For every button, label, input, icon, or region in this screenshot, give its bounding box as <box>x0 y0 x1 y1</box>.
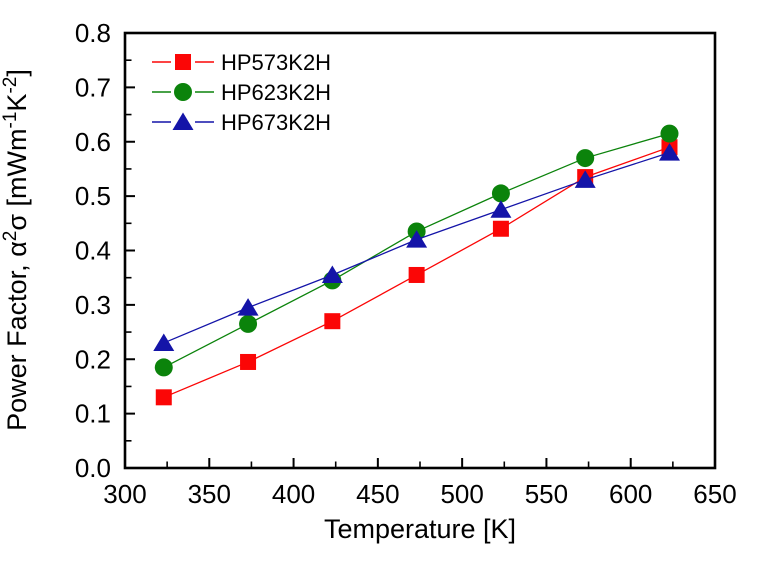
data-series-layer <box>153 124 680 406</box>
legend-circle-marker <box>174 83 192 101</box>
data-point-HP673K2H-triangle-marker <box>321 265 343 283</box>
data-point-HP573K2H-square-marker <box>324 313 341 330</box>
legend: HP573K2H HP623K2H HP673K2H <box>152 50 331 135</box>
x-tick-label: 300 <box>103 479 146 509</box>
data-point-HP673K2H-triangle-marker <box>153 333 175 351</box>
y-tick-label: 0.8 <box>75 18 111 48</box>
legend-label: HP623K2H <box>221 80 331 105</box>
data-point-HP623K2H-circle-marker <box>576 149 595 168</box>
x-tick-label: 600 <box>609 479 652 509</box>
data-point-HP673K2H-triangle-marker <box>406 230 428 248</box>
data-point-HP673K2H-triangle-marker <box>574 170 596 188</box>
legend-item: HP623K2H <box>152 80 331 105</box>
y-tick-label: 0.6 <box>75 127 111 157</box>
data-point-HP623K2H-circle-marker <box>660 124 679 143</box>
data-point-HP573K2H-square-marker <box>240 353 257 370</box>
y-tick-label: 0.3 <box>75 290 111 320</box>
series-line-HP623K2H <box>163 132 670 368</box>
axis-ticks-layer: 300 350 400 450 500 550 600 650 0.0 0.1 0.2 0.3 0.4 0… <box>75 18 737 509</box>
legend-item: HP573K2H <box>152 50 331 75</box>
legend-item: HP673K2H <box>152 110 331 135</box>
x-tick-label: 400 <box>272 479 315 509</box>
data-point-HP573K2H-square-marker <box>408 266 425 283</box>
y-tick-label: 0.5 <box>75 181 111 211</box>
legend-square-marker <box>175 54 191 70</box>
plot-frame-layer <box>123 31 717 470</box>
y-axis-title: Power Factor, α2σ [mWm-1K-2] <box>0 69 32 431</box>
x-tick-label: 450 <box>356 479 399 509</box>
x-tick-label: 550 <box>525 479 568 509</box>
y-tick-label: 0.7 <box>75 72 111 102</box>
legend-label: HP573K2H <box>221 50 331 75</box>
y-tick-label: 0.1 <box>75 399 111 429</box>
data-point-HP673K2H-triangle-marker <box>237 298 259 316</box>
x-tick-label: 350 <box>188 479 231 509</box>
data-point-HP673K2H-triangle-marker <box>658 143 680 161</box>
legend-label: HP673K2H <box>221 110 331 135</box>
plot-frame <box>123 31 717 470</box>
y-tick-label: 0.4 <box>75 236 111 266</box>
legend-triangle-marker <box>172 112 194 130</box>
x-axis-title: Temperature [K] <box>324 514 516 544</box>
data-point-HP673K2H-triangle-marker <box>490 200 512 218</box>
data-point-HP623K2H-circle-marker <box>239 314 258 333</box>
data-point-HP573K2H-square-marker <box>492 220 509 237</box>
data-point-HP623K2H-circle-marker <box>491 184 510 203</box>
y-tick-label: 0.0 <box>75 453 111 483</box>
data-point-HP573K2H-square-marker <box>155 389 172 406</box>
x-tick-label: 500 <box>440 479 483 509</box>
data-point-HP623K2H-circle-marker <box>154 358 173 377</box>
y-tick-label: 0.2 <box>75 344 111 374</box>
x-tick-label: 650 <box>693 479 736 509</box>
